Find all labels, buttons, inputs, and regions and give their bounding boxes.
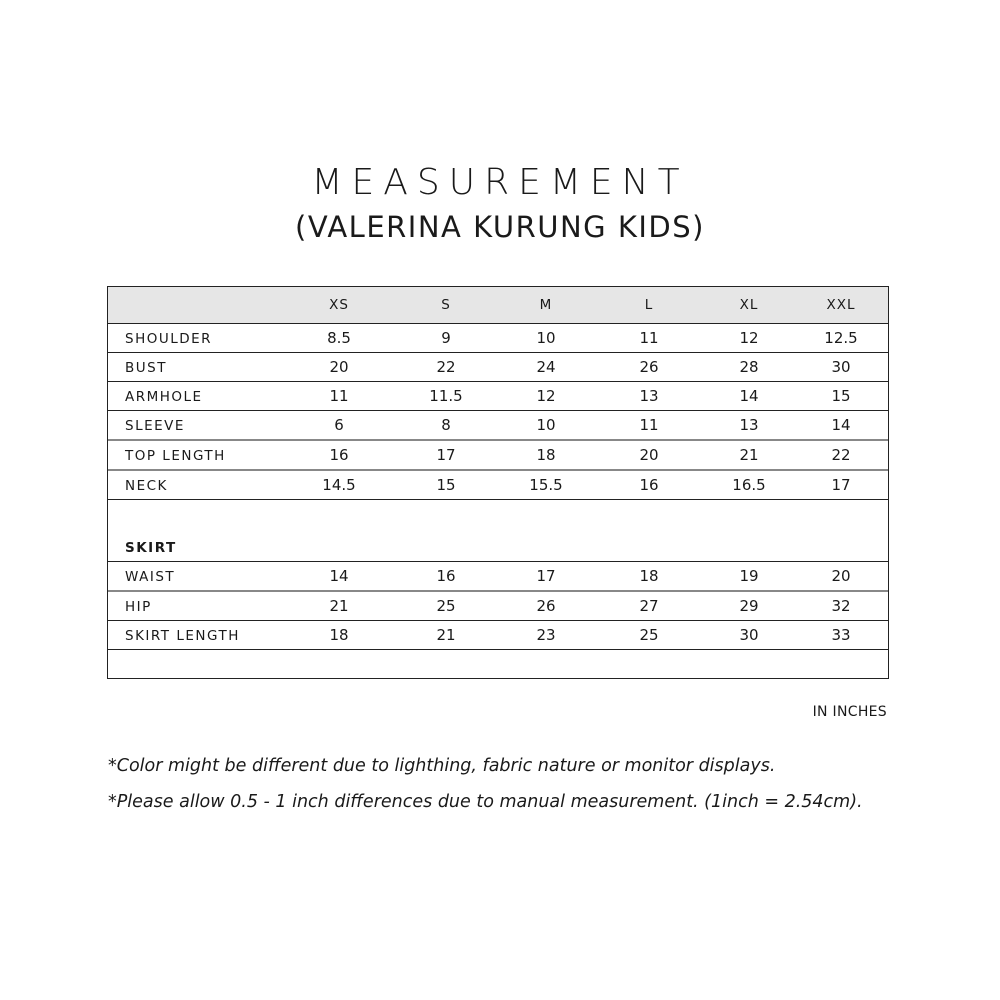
measurement-cell: 18 [639, 567, 659, 585]
row-label: BUST [125, 360, 167, 376]
measurement-cell: 22 [831, 446, 851, 464]
measurement-cell: 25 [436, 597, 456, 615]
measurement-cell: 26 [536, 597, 556, 615]
table-row: SKIRT LENGTH 18 21 23 25 30 33 [108, 620, 888, 649]
row-label: SHOULDER [125, 331, 213, 347]
measurement-cell: 12 [739, 329, 759, 347]
measurement-cell: 16 [436, 567, 456, 585]
measurement-cell: 25 [639, 626, 659, 644]
measurement-cell: 11 [329, 387, 349, 405]
table-row: NECK 14.5 15 15.5 16 16.5 17 [108, 469, 888, 499]
size-chart-table: XS S M L XL XXL SHOULDER 8.5 9 10 11 12 12.5 BU… [107, 286, 889, 679]
measurement-cell: 12.5 [824, 329, 858, 347]
measurement-cell: 18 [329, 626, 349, 644]
measurement-cell: 20 [639, 446, 659, 464]
page-title: MEASUREMENT [311, 162, 689, 203]
measurement-cell: 9 [441, 329, 451, 347]
skirt-section-row: SKIRT [108, 499, 888, 561]
measurement-cell: 18 [536, 446, 556, 464]
measurement-cell: 29 [739, 597, 759, 615]
size-header: XXL [826, 297, 856, 313]
measurement-cell: 27 [639, 597, 659, 615]
measurement-cell: 21 [329, 597, 349, 615]
measurement-cell: 24 [536, 358, 556, 376]
table-row: ARMHOLE 11 11.5 12 13 14 15 [108, 381, 888, 410]
measurement-cell: 17 [536, 567, 556, 585]
measurement-cell: 16 [329, 446, 349, 464]
size-header: XL [739, 297, 759, 313]
measurement-cell: 8.5 [327, 329, 351, 347]
table-row: WAIST 14 16 17 18 19 20 [108, 561, 888, 590]
measurement-cell: 30 [739, 626, 759, 644]
measurement-cell: 11 [639, 329, 659, 347]
measurement-cell: 10 [536, 416, 556, 434]
measurement-cell: 20 [329, 358, 349, 376]
measurement-cell: 6 [334, 416, 344, 434]
measurement-cell: 22 [436, 358, 456, 376]
size-header: S [441, 297, 451, 313]
measurement-cell: 28 [739, 358, 759, 376]
measurement-cell: 10 [536, 329, 556, 347]
measurement-cell: 14 [739, 387, 759, 405]
measurement-cell: 26 [639, 358, 659, 376]
row-label: SKIRT LENGTH [125, 628, 240, 644]
unit-label: IN INCHES [812, 704, 887, 720]
measurement-cell: 14 [329, 567, 349, 585]
measurement-cell: 32 [831, 597, 851, 615]
row-label: NECK [125, 478, 168, 494]
size-header: M [539, 297, 553, 313]
row-label: WAIST [125, 569, 176, 585]
measurement-cell: 21 [436, 626, 456, 644]
measurement-cell: 15 [831, 387, 851, 405]
measurement-cell: 16 [639, 476, 659, 494]
measurement-cell: 23 [536, 626, 556, 644]
measurement-cell: 14.5 [322, 476, 356, 494]
measurement-cell: 11 [639, 416, 659, 434]
table-row: BUST 20 22 24 26 28 30 [108, 352, 888, 381]
measurement-cell: 13 [739, 416, 759, 434]
page-subtitle: (VALERINA KURUNG KIDS) [295, 210, 705, 244]
measurement-cell: 15.5 [529, 476, 563, 494]
measurement-cell: 16.5 [732, 476, 766, 494]
row-label: TOP LENGTH [125, 448, 226, 464]
table-row: SHOULDER 8.5 9 10 11 12 12.5 [108, 323, 888, 352]
measurement-cell: 15 [436, 476, 456, 494]
measurement-cell: 8 [441, 416, 451, 434]
note-measurement: *Please allow 0.5 - 1 inch differences d… [108, 792, 863, 812]
table-row: TOP LENGTH 16 17 18 20 21 22 [108, 439, 888, 469]
measurement-cell: 30 [831, 358, 851, 376]
note-color: *Color might be different due to lighthi… [108, 756, 776, 776]
skirt-heading: SKIRT [125, 540, 177, 556]
table-header-row: XS S M L XL XXL [108, 287, 888, 323]
measurement-cell: 12 [536, 387, 556, 405]
row-label: HIP [125, 599, 152, 615]
measurement-cell: 33 [831, 626, 851, 644]
measurement-cell: 21 [739, 446, 759, 464]
size-header: L [644, 297, 654, 313]
row-label: ARMHOLE [125, 389, 203, 405]
measurement-cell: 17 [436, 446, 456, 464]
table-row: SLEEVE 6 8 10 11 13 14 [108, 410, 888, 439]
measurement-cell: 11.5 [429, 387, 463, 405]
measurement-cell: 14 [831, 416, 851, 434]
row-label: SLEEVE [125, 418, 185, 434]
empty-row [108, 649, 888, 678]
measurement-cell: 20 [831, 567, 851, 585]
measurement-cell: 19 [739, 567, 759, 585]
measurement-cell: 13 [639, 387, 659, 405]
table-row: HIP 21 25 26 27 29 32 [108, 590, 888, 620]
measurement-cell: 17 [831, 476, 851, 494]
size-header: XS [329, 297, 349, 313]
